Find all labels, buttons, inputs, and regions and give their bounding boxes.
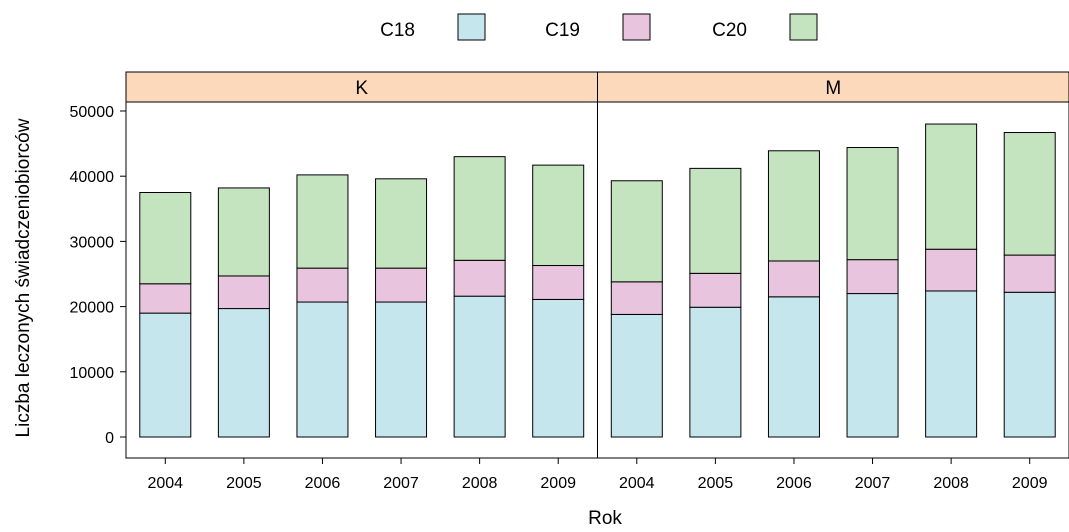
y-tick-label-0: 0 bbox=[105, 430, 114, 447]
bar-M-2005-C18 bbox=[689, 306, 742, 438]
legend-item-C19: C19 bbox=[545, 13, 651, 41]
x-tick-label-K-2006: 2006 bbox=[305, 475, 341, 492]
bar-K-2009-C18 bbox=[532, 298, 585, 438]
x-tick-label-M-2005: 2005 bbox=[698, 475, 734, 492]
bar-M-2009-C19 bbox=[1003, 254, 1056, 293]
bar-M-2008-C19 bbox=[925, 248, 978, 292]
bar-M-2005-C19 bbox=[689, 272, 742, 308]
bar-M-2006-C19 bbox=[767, 260, 820, 298]
panel-frame-K bbox=[125, 101, 598, 459]
y-tick-label-40000: 40000 bbox=[70, 169, 115, 186]
bar-K-2005-C18 bbox=[217, 308, 270, 438]
bar-K-2007-C19 bbox=[375, 267, 428, 303]
y-tick-label-50000: 50000 bbox=[70, 104, 115, 121]
bar-K-2009-C20 bbox=[532, 164, 585, 267]
bar-K-2007-C20 bbox=[375, 178, 428, 269]
legend-swatch-C18 bbox=[457, 13, 486, 41]
bar-K-2006-C19 bbox=[296, 267, 349, 303]
legend-label-C18: C18 bbox=[380, 20, 415, 41]
x-tick-label-K-2004: 2004 bbox=[147, 475, 183, 492]
bar-M-2007-C20 bbox=[846, 147, 899, 261]
bar-M-2004-C19 bbox=[610, 281, 663, 315]
bar-K-2006-C18 bbox=[296, 301, 349, 438]
bar-K-2008-C18 bbox=[453, 295, 506, 438]
strip-K bbox=[125, 71, 598, 103]
panel-frame-M bbox=[597, 101, 1069, 459]
x-tick-label-M-2009: 2009 bbox=[1012, 475, 1048, 492]
x-tick-label-M-2008: 2008 bbox=[933, 475, 969, 492]
strip-label-M: M bbox=[825, 78, 841, 99]
legend-label-C20: C20 bbox=[712, 20, 747, 41]
bar-K-2007-C18 bbox=[375, 301, 428, 438]
legend-swatch-C20 bbox=[789, 13, 818, 41]
x-tick-label-M-2007: 2007 bbox=[855, 475, 891, 492]
x-tick-label-K-2007: 2007 bbox=[383, 475, 419, 492]
bar-M-2009-C20 bbox=[1003, 132, 1056, 256]
x-tick-label-K-2009: 2009 bbox=[540, 475, 576, 492]
bar-K-2005-C19 bbox=[217, 275, 270, 310]
bar-M-2004-C18 bbox=[610, 313, 663, 438]
bar-K-2004-C19 bbox=[139, 283, 192, 314]
bar-M-2009-C18 bbox=[1003, 291, 1056, 438]
x-tick-label-K-2005: 2005 bbox=[226, 475, 262, 492]
bar-K-2008-C19 bbox=[453, 259, 506, 297]
bar-K-2008-C20 bbox=[453, 156, 506, 261]
y-tick-label-10000: 10000 bbox=[70, 365, 115, 382]
x-tick-label-M-2004: 2004 bbox=[619, 475, 655, 492]
y-tick-label-20000: 20000 bbox=[70, 300, 115, 317]
panel-K: K 2004 2005 2006 2007 2008 2009 bbox=[125, 71, 598, 492]
x-tick-label-M-2006: 2006 bbox=[776, 475, 812, 492]
bar-K-2006-C20 bbox=[296, 174, 349, 269]
legend-item-C20: C20 bbox=[712, 13, 818, 41]
x-tick-label-K-2008: 2008 bbox=[462, 475, 498, 492]
bar-M-2006-C20 bbox=[767, 150, 820, 262]
bar-M-2008-C18 bbox=[925, 290, 978, 438]
bar-K-2004-C18 bbox=[139, 312, 192, 438]
bar-M-2007-C18 bbox=[846, 293, 899, 438]
strip-label-K: K bbox=[355, 78, 368, 99]
y-tick-label-30000: 30000 bbox=[70, 234, 115, 251]
bar-M-2005-C20 bbox=[689, 167, 742, 274]
legend: C18 C19 C20 bbox=[380, 13, 818, 41]
bar-K-2005-C20 bbox=[217, 187, 270, 277]
panel-M: M 2004 2005 2006 2007 2008 2009 bbox=[597, 71, 1069, 492]
bar-M-2004-C20 bbox=[610, 180, 663, 283]
bar-M-2007-C19 bbox=[846, 259, 899, 295]
legend-item-C18: C18 bbox=[380, 13, 486, 41]
bar-M-2006-C18 bbox=[767, 296, 820, 438]
legend-label-C19: C19 bbox=[545, 20, 580, 41]
y-axis: 0 10000 20000 30000 40000 50000 bbox=[70, 104, 126, 447]
bar-K-2009-C19 bbox=[532, 265, 585, 300]
bar-K-2004-C20 bbox=[139, 192, 192, 285]
strip-M bbox=[597, 71, 1069, 103]
x-axis-title: Rok bbox=[588, 508, 622, 529]
y-axis-title: Liczba leczonych świadczeniobiorców bbox=[13, 118, 34, 437]
legend-swatch-C19 bbox=[622, 13, 651, 41]
bar-M-2008-C20 bbox=[925, 123, 978, 250]
plot-area: K 2004 2005 2006 2007 2008 2009 M 2004 2005 2006 20… bbox=[70, 71, 1069, 492]
